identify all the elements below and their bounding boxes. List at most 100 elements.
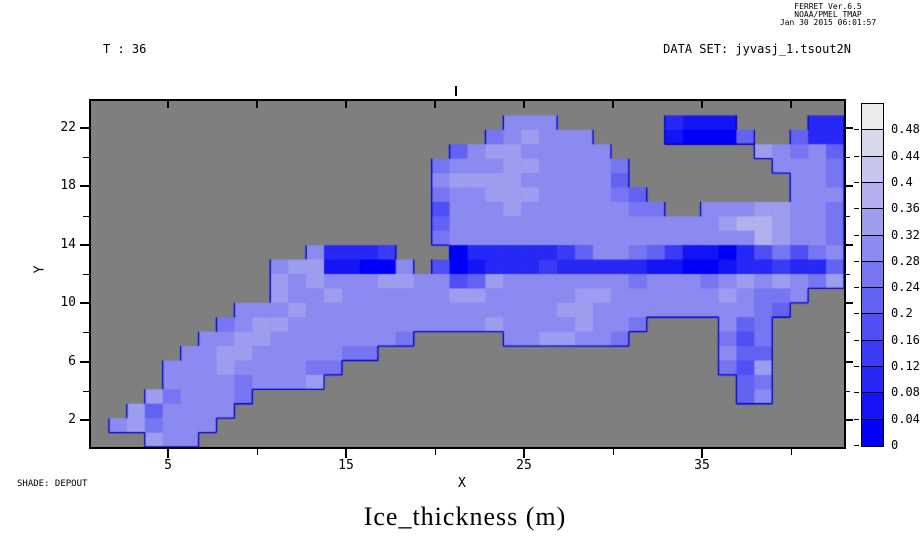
x-minor-tick — [791, 449, 792, 455]
right-minor-tick — [846, 274, 850, 275]
colorbar-cell — [862, 209, 883, 236]
x-minor-tick — [257, 449, 258, 455]
right-minor-tick — [846, 215, 850, 217]
colorbar-label: 0.04 — [891, 411, 920, 426]
colorbar-cell — [862, 314, 883, 341]
x-axis-title: X — [458, 476, 466, 491]
colorbar-tick — [854, 366, 859, 368]
colorbar-label: 0.44 — [891, 148, 920, 163]
colorbar-tick — [854, 418, 859, 420]
y-major-tick — [80, 302, 89, 305]
y-tick-label: 6 — [68, 353, 76, 369]
colorbar-cell — [862, 157, 883, 183]
right-minor-tick — [846, 157, 850, 159]
y-minor-tick — [83, 157, 89, 159]
colorbar-tick — [854, 339, 859, 341]
top-inner-tick — [790, 101, 792, 108]
colorbar-tick — [854, 287, 859, 289]
y-tick-label: 14 — [60, 236, 76, 252]
y-tick-label: 10 — [60, 295, 76, 311]
colorbar-label: 0.28 — [891, 253, 920, 268]
x-tick-label: 5 — [164, 458, 172, 473]
colorbar-tick — [854, 181, 859, 183]
top-inner-tick — [167, 101, 169, 108]
colorbar-cell — [862, 341, 883, 367]
right-major-tick — [846, 360, 853, 363]
shade-method-label: SHADE: DEPOUT — [17, 479, 88, 489]
colorbar-cell — [862, 236, 883, 262]
y-major-tick — [80, 127, 89, 129]
x-major-tick — [167, 449, 169, 458]
colorbar-tick — [854, 155, 859, 157]
top-inner-tick — [612, 101, 614, 108]
x-tick-label: 35 — [694, 458, 710, 473]
y-minor-tick — [83, 215, 89, 217]
colorbar-tick — [854, 260, 859, 262]
colorbar-cell — [862, 288, 883, 314]
y-tick-label: 18 — [60, 178, 76, 194]
colorbar-cell — [862, 104, 883, 130]
y-tick-label: 2 — [68, 412, 76, 427]
colorbar — [861, 103, 884, 447]
colorbar-tick — [854, 129, 859, 131]
y-major-tick — [80, 419, 89, 421]
colorbar-tick — [854, 208, 859, 210]
x-major-tick — [523, 449, 525, 458]
colorbar-cell — [862, 367, 883, 393]
y-minor-tick — [83, 274, 89, 275]
ferret-header: FERRET Ver.6.5 NOAA/PMEL TMAP Jan 30 201… — [743, 3, 913, 27]
top-inner-tick — [701, 101, 703, 108]
right-minor-tick — [846, 332, 850, 334]
colorbar-label: 0.32 — [891, 227, 920, 242]
right-minor-tick — [846, 390, 850, 392]
y-tick-label: 22 — [60, 120, 76, 135]
right-major-tick — [846, 127, 853, 129]
top-inner-tick — [434, 101, 436, 108]
x-minor-tick — [613, 449, 614, 455]
top-tick-marker — [455, 86, 457, 96]
ferret-org-line: NOAA/PMEL TMAP — [794, 10, 862, 19]
top-inner-tick — [256, 101, 258, 108]
right-major-tick — [846, 419, 853, 421]
colorbar-tick — [854, 234, 859, 236]
colorbar-label: 0.48 — [891, 122, 920, 137]
colorbar-label: 0.2 — [891, 306, 913, 321]
right-major-tick — [846, 302, 853, 305]
y-minor-tick — [83, 390, 89, 392]
y-axis-title: Y — [32, 265, 48, 274]
x-minor-tick — [435, 449, 436, 455]
colorbar-cell — [862, 420, 883, 446]
colorbar-tick — [854, 392, 859, 394]
chart-title: Ice_thickness (m) — [363, 502, 567, 531]
colorbar-label: 0.16 — [891, 332, 920, 347]
right-major-tick — [846, 185, 853, 188]
colorbar-cell — [862, 393, 883, 420]
ferret-version-line: FERRET Ver.6.5 — [794, 2, 862, 11]
colorbar-tick — [854, 313, 859, 315]
colorbar-label: 0.36 — [891, 201, 920, 216]
y-minor-tick — [83, 332, 89, 334]
ferret-date-line: Jan 30 2015 06:01:57 — [779, 18, 877, 27]
top-inner-tick — [345, 101, 347, 108]
plot-frame — [89, 99, 846, 449]
x-major-tick — [345, 449, 347, 458]
y-major-tick — [80, 243, 89, 246]
colorbar-label: 0.4 — [891, 174, 913, 189]
x-tick-label: 25 — [516, 458, 532, 473]
colorbar-cell — [862, 130, 883, 157]
top-inner-tick — [523, 101, 525, 108]
colorbar-label: 0.08 — [891, 385, 920, 400]
colorbar-label: 0.24 — [891, 280, 920, 295]
colorbar-cell — [862, 183, 883, 209]
colorbar-label: 0.12 — [891, 359, 920, 374]
colorbar-tick — [854, 445, 859, 446]
dataset-label: DATA SET: jyvasj_1.tsout2N — [663, 42, 851, 56]
colorbar-cell — [862, 262, 883, 288]
x-major-tick — [701, 449, 703, 458]
right-major-tick — [846, 243, 853, 246]
colorbar-label: 0 — [891, 438, 899, 452]
time-step-label: T : 36 — [103, 42, 147, 56]
heatmap-canvas — [91, 101, 844, 447]
x-tick-label: 15 — [338, 458, 354, 473]
